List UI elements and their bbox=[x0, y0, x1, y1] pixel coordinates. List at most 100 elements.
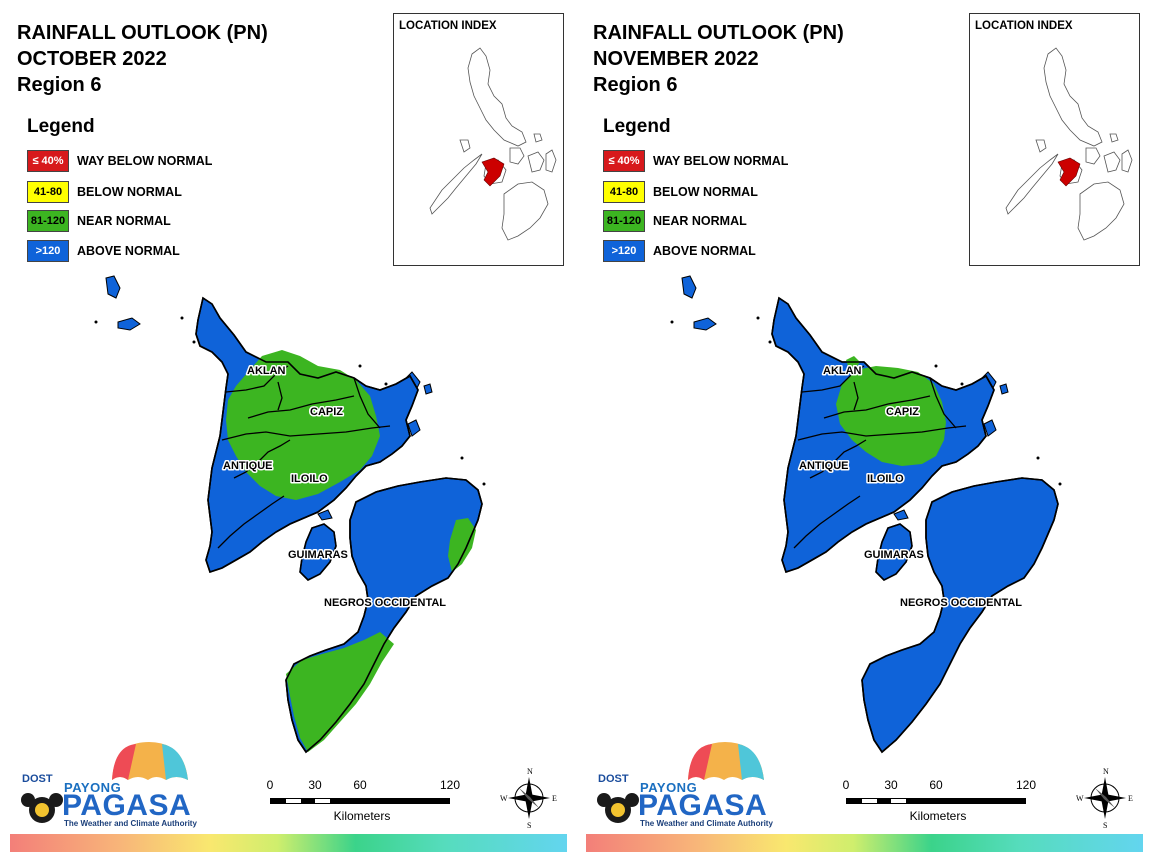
title-region: Region 6 bbox=[593, 74, 678, 96]
province-label: GUIMARAS bbox=[864, 549, 924, 561]
logo-tagline: The Weather and Climate Authority bbox=[640, 819, 773, 828]
legend-label: NEAR NORMAL bbox=[653, 214, 747, 228]
compass-letter: W bbox=[500, 794, 508, 803]
islet bbox=[983, 419, 997, 437]
title-region: Region 6 bbox=[17, 74, 102, 96]
compass-letter: S bbox=[527, 821, 531, 830]
islet bbox=[893, 509, 909, 521]
province-border bbox=[233, 439, 291, 479]
location-index-title: LOCATION INDEX bbox=[399, 20, 497, 32]
outlook-panel-october: RAINFALL OUTLOOK (PN) OCTOBER 2022 Regio… bbox=[10, 13, 567, 852]
legend-swatch: 41-80 bbox=[27, 181, 69, 203]
legend-item: 81-120 NEAR NORMAL bbox=[603, 209, 747, 233]
legend-label: BELOW NORMAL bbox=[77, 185, 182, 199]
province-border bbox=[217, 495, 285, 549]
legend-swatch: ≤ 40% bbox=[27, 150, 69, 172]
compass-rose-icon: N S E W bbox=[1075, 765, 1135, 831]
islet bbox=[693, 317, 717, 331]
province-border bbox=[929, 377, 957, 429]
scale-unit-label: Kilometers bbox=[909, 809, 967, 823]
legend-label: NEAR NORMAL bbox=[77, 214, 171, 228]
compass-letter: N bbox=[1103, 767, 1109, 776]
province-label: ILOILO bbox=[867, 473, 904, 485]
scale-unit-label: Kilometers bbox=[333, 809, 391, 823]
legend-item: >120 ABOVE NORMAL bbox=[27, 239, 180, 263]
legend-label: ABOVE NORMAL bbox=[653, 244, 756, 258]
legend-title: Legend bbox=[27, 116, 95, 137]
negros-island bbox=[861, 477, 1059, 754]
payong-pagasa-logo: DOST PAYONG PAGASA The Weather and Climate … bbox=[592, 740, 773, 832]
compass-letter: E bbox=[1128, 794, 1133, 803]
location-index-map: LOCATION INDEX bbox=[393, 13, 564, 266]
location-index-title: LOCATION INDEX bbox=[975, 20, 1073, 32]
compass-rose-icon: N S E W bbox=[499, 765, 559, 831]
logo-line-2: PAGASA bbox=[638, 789, 768, 822]
logo-line-1: PAYONG bbox=[640, 780, 698, 795]
legend-label: WAY BELOW NORMAL bbox=[653, 154, 789, 168]
scale-tick-label: 60 bbox=[929, 778, 943, 792]
province-label: CAPIZ bbox=[886, 406, 919, 418]
near-normal-area bbox=[226, 350, 380, 500]
province-border bbox=[801, 365, 865, 393]
compass-letter: E bbox=[552, 794, 557, 803]
province-label: AKLAN bbox=[823, 365, 862, 377]
legend-swatch: 81-120 bbox=[603, 210, 645, 232]
islet bbox=[407, 419, 421, 437]
islet bbox=[681, 275, 697, 299]
title-line-1: RAINFALL OUTLOOK (PN) bbox=[593, 22, 844, 44]
legend-swatch: >120 bbox=[603, 240, 645, 262]
title-month: NOVEMBER 2022 bbox=[593, 48, 759, 70]
region-6-highlight bbox=[481, 157, 505, 187]
title-month: OCTOBER 2022 bbox=[17, 48, 167, 70]
region-6-rainfall-map: AKLAN CAPIZ ANTIQUE ILOILO GUIMARAS NEGROS OC… bbox=[94, 275, 486, 754]
islet bbox=[999, 383, 1009, 395]
near-normal-area bbox=[286, 632, 394, 752]
province-label: CAPIZ bbox=[310, 406, 343, 418]
compass-letter: N bbox=[527, 767, 533, 776]
footer-gradient-band bbox=[586, 834, 1143, 852]
title-line-1: RAINFALL OUTLOOK (PN) bbox=[17, 22, 268, 44]
legend-swatch: >120 bbox=[27, 240, 69, 262]
near-normal-area bbox=[448, 518, 476, 572]
legend-swatch: ≤ 40% bbox=[603, 150, 645, 172]
legend-item: >120 ABOVE NORMAL bbox=[603, 239, 756, 263]
islet bbox=[317, 509, 333, 521]
scale-bar: 0 30 60 120 Kilometers bbox=[838, 778, 1038, 828]
province-border bbox=[797, 425, 967, 441]
province-label: NEGROS OCCIDENTAL bbox=[324, 597, 446, 609]
logo-agency: DOST bbox=[22, 773, 53, 785]
scale-tick-label: 0 bbox=[842, 778, 850, 792]
scale-tick-label: 60 bbox=[353, 778, 367, 792]
scale-tick-label: 0 bbox=[266, 778, 274, 792]
province-label: GUIMARAS bbox=[288, 549, 348, 561]
legend-item: 41-80 BELOW NORMAL bbox=[603, 180, 758, 204]
compass-letter: S bbox=[1103, 821, 1107, 830]
region-6-highlight bbox=[1057, 157, 1081, 187]
islet bbox=[105, 275, 121, 299]
logo-line-2: PAGASA bbox=[62, 789, 192, 822]
scale-tick-label: 30 bbox=[308, 778, 322, 792]
logo-agency: DOST bbox=[598, 773, 629, 785]
legend-item: ≤ 40% WAY BELOW NORMAL bbox=[27, 149, 212, 173]
scale-tick-label: 120 bbox=[1015, 778, 1037, 792]
legend-label: WAY BELOW NORMAL bbox=[77, 154, 213, 168]
scale-bar-graphic bbox=[270, 798, 450, 804]
province-border bbox=[221, 425, 391, 441]
scale-tick-label: 30 bbox=[884, 778, 898, 792]
legend-item: 81-120 NEAR NORMAL bbox=[27, 209, 171, 233]
province-label: NEGROS OCCIDENTAL bbox=[900, 597, 1022, 609]
legend-label: BELOW NORMAL bbox=[653, 185, 758, 199]
legend-label: ABOVE NORMAL bbox=[77, 244, 180, 258]
legend-title: Legend bbox=[603, 116, 671, 137]
province-border bbox=[853, 381, 859, 411]
islet bbox=[423, 383, 433, 395]
scale-tick-label: 120 bbox=[439, 778, 461, 792]
province-label: ANTIQUE bbox=[223, 460, 273, 472]
map-title: RAINFALL OUTLOOK (PN) OCTOBER 2022 Regio… bbox=[17, 20, 268, 98]
region-6-rainfall-map: AKLAN CAPIZ ANTIQUE ILOILO GUIMARAS NEGROS OC… bbox=[670, 275, 1062, 754]
legend-swatch: 81-120 bbox=[27, 210, 69, 232]
location-index-map: LOCATION INDEX bbox=[969, 13, 1140, 266]
legend-swatch: 41-80 bbox=[603, 181, 645, 203]
province-label: ILOILO bbox=[291, 473, 328, 485]
legend-item: 41-80 BELOW NORMAL bbox=[27, 180, 182, 204]
